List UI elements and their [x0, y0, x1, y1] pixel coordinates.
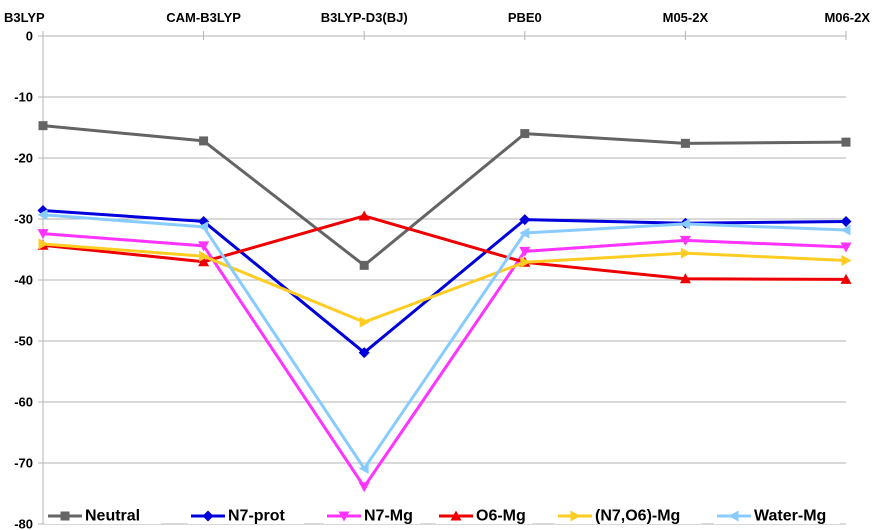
legend-label: Water-Mg — [754, 508, 826, 525]
data-point-n7-prot — [840, 215, 852, 227]
legend: Neutral N7-prot N7-Mg O6-Mg (N7,O6)-Mg Water-… — [45, 506, 840, 525]
series-line-water-mg — [42, 213, 847, 470]
y-tick-label: -30 — [14, 212, 33, 227]
legend-item-n7-o6-mg: (N7,O6)-Mg — [555, 506, 701, 525]
x-tick-label: B3LYP-D3(BJ) — [321, 10, 408, 25]
legend-swatch-marker — [202, 510, 214, 522]
legend-label: Neutral — [85, 508, 140, 525]
series-line-n7-prot — [42, 208, 847, 355]
data-point-o6-mg — [358, 210, 370, 221]
legend-swatch-marker — [570, 510, 581, 522]
data-point-n7-mg — [37, 229, 49, 240]
legend-item-neutral: Neutral — [45, 506, 161, 525]
data-point-neutral — [841, 137, 851, 147]
legend-item-background — [188, 506, 304, 524]
data-point-n7-prot — [358, 347, 370, 359]
legend-item-water-mg: Water-Mg — [714, 506, 840, 525]
data-point-water-mg — [198, 221, 209, 233]
data-point-neutral — [38, 121, 48, 131]
y-tick-label: -50 — [14, 334, 33, 349]
tick-labels: 0 -10 -20 -30 -40 -50 -60 -70 -80 B3LYP CAM-B3LYP B… — [4, 10, 870, 530]
x-tick-label: M06-2X — [824, 10, 870, 25]
series-line-n7-o6-mg — [42, 242, 847, 324]
legend-swatch-marker — [728, 510, 739, 522]
legend-item-n7-prot: N7-prot — [188, 506, 304, 525]
data-point-n7-mg — [198, 241, 210, 252]
legend-label: N7-Mg — [364, 508, 413, 525]
data-point-n7-o6-mg — [38, 238, 49, 250]
gridlines — [43, 96, 846, 525]
legend-item-background — [45, 506, 161, 524]
series-line-n7-mg — [42, 232, 847, 489]
x-tick-label: B3LYP — [4, 10, 45, 25]
series-water-mg — [37, 209, 851, 474]
legend-item-background — [324, 506, 420, 524]
data-point-n7-prot — [519, 214, 531, 226]
series-lines — [37, 121, 852, 493]
legend-label: N7-prot — [228, 508, 286, 525]
data-point-n7-mg — [519, 246, 531, 257]
legend-label: O6-Mg — [476, 508, 526, 525]
data-point-n7-mg — [840, 242, 852, 253]
series-line-o6-mg — [42, 214, 847, 281]
data-point-neutral — [520, 129, 530, 139]
x-tick-label: CAM-B3LYP — [166, 10, 241, 25]
data-point-o6-mg — [840, 273, 852, 284]
y-tick-label: -20 — [14, 151, 33, 166]
legend-swatch-marker — [450, 510, 462, 521]
data-point-neutral — [199, 136, 209, 146]
x-tick-label: PBE0 — [508, 10, 542, 25]
legend-swatch-marker — [338, 511, 350, 522]
data-point-water-mg — [840, 224, 851, 236]
data-point-n7-o6-mg — [520, 256, 531, 268]
axes — [38, 31, 847, 525]
series-line-neutral — [42, 124, 847, 267]
series-n7-o6-mg — [38, 238, 852, 328]
data-point-n7-o6-mg — [359, 316, 370, 328]
y-tick-label: -10 — [14, 90, 33, 105]
data-point-n7-o6-mg — [841, 254, 852, 266]
legend-item-background — [555, 506, 701, 524]
legend-item-background — [714, 506, 840, 524]
data-point-n7-o6-mg — [199, 250, 210, 262]
y-tick-label: -40 — [14, 273, 33, 288]
y-tick-label: -60 — [14, 395, 33, 410]
data-point-n7-mg — [358, 482, 370, 493]
data-point-neutral — [680, 138, 690, 148]
data-point-n7-mg — [679, 235, 691, 246]
series-n7-mg — [37, 229, 852, 493]
legend-label: (N7,O6)-Mg — [595, 508, 680, 525]
y-tick-label: -70 — [14, 456, 33, 471]
series-neutral — [38, 121, 851, 270]
data-point-water-mg — [37, 209, 48, 221]
data-point-water-mg — [679, 218, 690, 230]
data-point-o6-mg — [679, 273, 691, 284]
legend-item-n7-mg: N7-Mg — [324, 506, 420, 525]
y-tick-label: 0 — [26, 29, 33, 44]
data-point-water-mg — [519, 227, 530, 239]
data-point-n7-o6-mg — [680, 247, 691, 259]
legend-item-o6-mg: O6-Mg — [436, 506, 532, 525]
data-point-water-mg — [358, 462, 369, 474]
y-tick-label: -80 — [14, 517, 33, 530]
series-n7-prot — [37, 204, 852, 359]
data-point-neutral — [359, 260, 369, 270]
x-tick-label: M05-2X — [663, 10, 709, 25]
legend-swatch-marker — [60, 511, 70, 521]
data-point-o6-mg — [198, 256, 210, 267]
